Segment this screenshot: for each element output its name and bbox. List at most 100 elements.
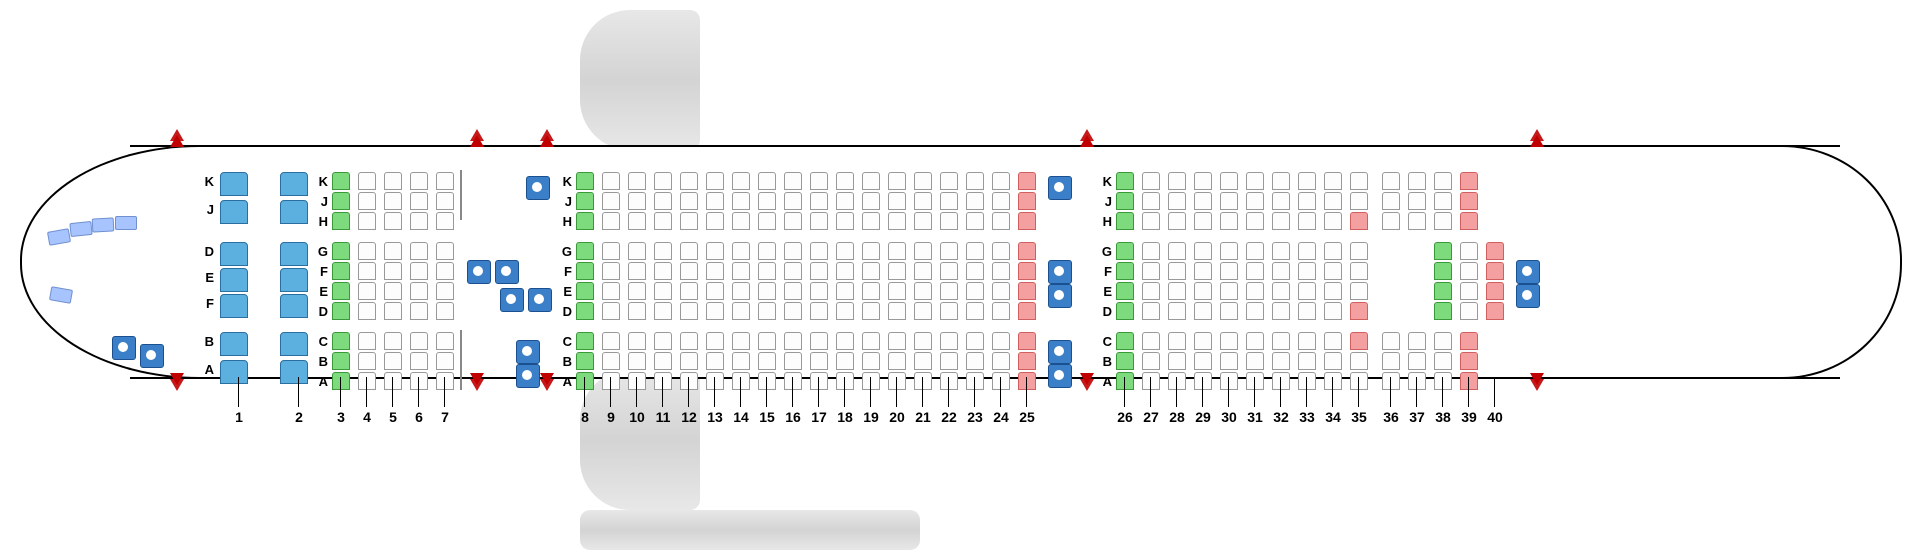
seat-9H[interactable] [602,212,620,230]
seat-19B[interactable] [862,352,880,370]
seat-36A[interactable] [1382,372,1400,390]
seat-8D[interactable] [576,302,594,320]
seat-12J[interactable] [680,192,698,210]
seat-5G[interactable] [384,242,402,260]
seat-27A[interactable] [1142,372,1160,390]
seat-4B[interactable] [358,352,376,370]
seat-28C[interactable] [1168,332,1186,350]
seat-32C[interactable] [1272,332,1290,350]
seat-18C[interactable] [836,332,854,350]
seat-31F[interactable] [1246,262,1264,280]
seat-8E[interactable] [576,282,594,300]
seat-7C[interactable] [436,332,454,350]
seat-38J[interactable] [1434,192,1452,210]
seat-4E[interactable] [358,282,376,300]
seat-27C[interactable] [1142,332,1160,350]
seat-26D[interactable] [1116,302,1134,320]
seat-19F[interactable] [862,262,880,280]
seat-4F[interactable] [358,262,376,280]
seat-35K[interactable] [1350,172,1368,190]
seat-26K[interactable] [1116,172,1134,190]
seat-37K[interactable] [1408,172,1426,190]
seat-35C[interactable] [1350,332,1368,350]
seat-23J[interactable] [966,192,984,210]
seat-3H[interactable] [332,212,350,230]
seat-28D[interactable] [1168,302,1186,320]
seat-32K[interactable] [1272,172,1290,190]
seat-20D[interactable] [888,302,906,320]
seat-10F[interactable] [628,262,646,280]
seat-26A[interactable] [1116,372,1134,390]
seat-11E[interactable] [654,282,672,300]
seat-32B[interactable] [1272,352,1290,370]
seat-28G[interactable] [1168,242,1186,260]
seat-21B[interactable] [914,352,932,370]
seat-3J[interactable] [332,192,350,210]
seat-17F[interactable] [810,262,828,280]
seat-16G[interactable] [784,242,802,260]
seat-25H[interactable] [1018,212,1036,230]
seat-29C[interactable] [1194,332,1212,350]
seat-14E[interactable] [732,282,750,300]
seat-5A[interactable] [384,372,402,390]
seat-39D[interactable] [1460,302,1478,320]
seat-13C[interactable] [706,332,724,350]
seat-8G[interactable] [576,242,594,260]
seat-35B[interactable] [1350,352,1368,370]
seat-2E[interactable] [280,268,308,292]
seat-21D[interactable] [914,302,932,320]
seat-40G[interactable] [1486,242,1504,260]
seat-21F[interactable] [914,262,932,280]
seat-5E[interactable] [384,282,402,300]
seat-32G[interactable] [1272,242,1290,260]
seat-19J[interactable] [862,192,880,210]
seat-13B[interactable] [706,352,724,370]
seat-5D[interactable] [384,302,402,320]
seat-34E[interactable] [1324,282,1342,300]
seat-24F[interactable] [992,262,1010,280]
seat-23B[interactable] [966,352,984,370]
seat-14G[interactable] [732,242,750,260]
seat-15B[interactable] [758,352,776,370]
seat-30J[interactable] [1220,192,1238,210]
seat-24J[interactable] [992,192,1010,210]
seat-25B[interactable] [1018,352,1036,370]
seat-24G[interactable] [992,242,1010,260]
seat-37B[interactable] [1408,352,1426,370]
seat-3E[interactable] [332,282,350,300]
seat-15E[interactable] [758,282,776,300]
seat-3F[interactable] [332,262,350,280]
seat-4H[interactable] [358,212,376,230]
seat-7A[interactable] [436,372,454,390]
seat-5K[interactable] [384,172,402,190]
seat-3C[interactable] [332,332,350,350]
seat-6K[interactable] [410,172,428,190]
seat-37J[interactable] [1408,192,1426,210]
seat-18G[interactable] [836,242,854,260]
seat-19D[interactable] [862,302,880,320]
seat-20H[interactable] [888,212,906,230]
seat-34F[interactable] [1324,262,1342,280]
seat-17A[interactable] [810,372,828,390]
seat-32H[interactable] [1272,212,1290,230]
seat-11H[interactable] [654,212,672,230]
seat-23E[interactable] [966,282,984,300]
seat-27J[interactable] [1142,192,1160,210]
seat-11J[interactable] [654,192,672,210]
seat-18E[interactable] [836,282,854,300]
seat-37A[interactable] [1408,372,1426,390]
seat-35G[interactable] [1350,242,1368,260]
seat-10J[interactable] [628,192,646,210]
seat-25E[interactable] [1018,282,1036,300]
seat-17J[interactable] [810,192,828,210]
seat-26C[interactable] [1116,332,1134,350]
seat-22F[interactable] [940,262,958,280]
seat-21G[interactable] [914,242,932,260]
seat-39F[interactable] [1460,262,1478,280]
seat-38A[interactable] [1434,372,1452,390]
seat-17E[interactable] [810,282,828,300]
seat-35A[interactable] [1350,372,1368,390]
seat-17K[interactable] [810,172,828,190]
seat-11B[interactable] [654,352,672,370]
seat-16H[interactable] [784,212,802,230]
